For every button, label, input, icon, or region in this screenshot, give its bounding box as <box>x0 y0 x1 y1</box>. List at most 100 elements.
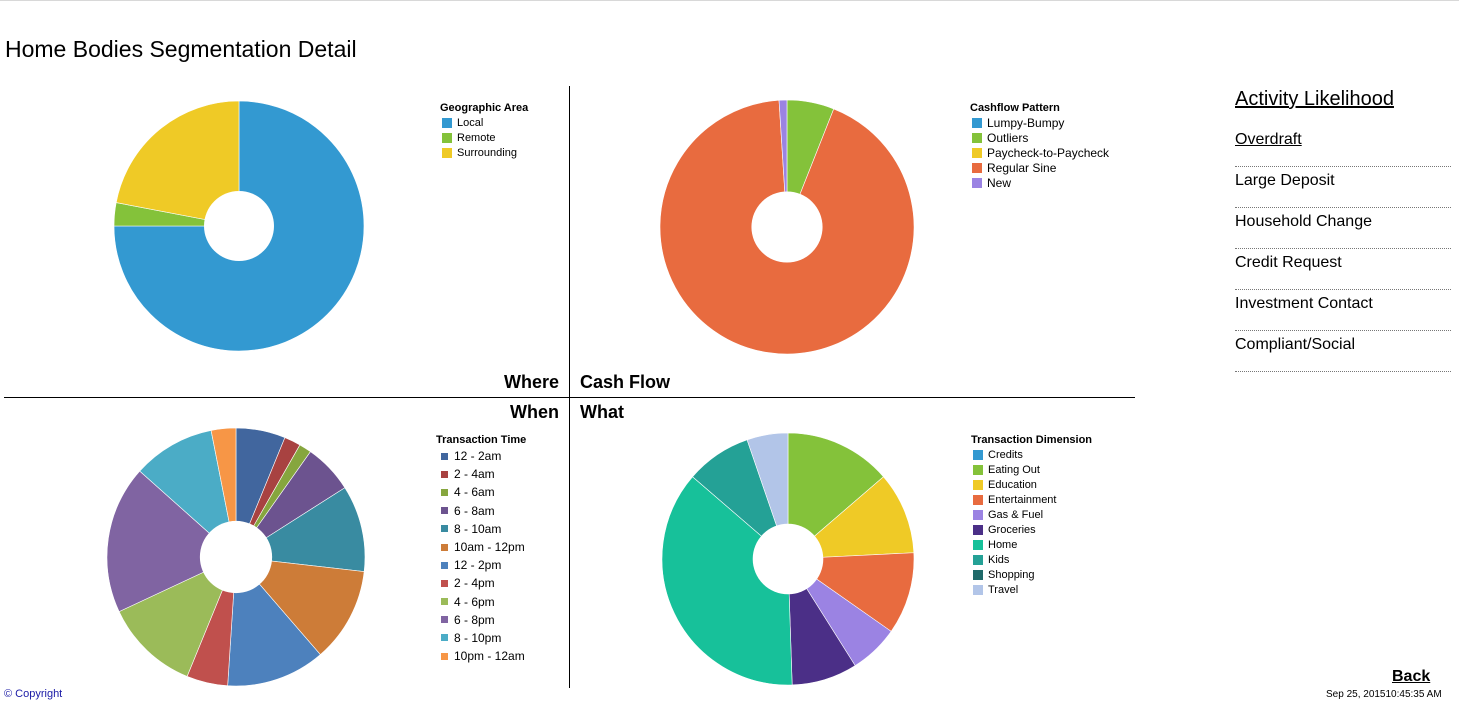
legend-label: Lumpy-Bumpy <box>987 115 1065 130</box>
legend-swatch <box>972 177 982 188</box>
legend-item: Credits <box>971 447 1092 462</box>
legend-label: 4 - 6am <box>454 485 495 500</box>
transaction-dimension-pie-chart <box>661 432 915 686</box>
legend-swatch <box>441 634 448 642</box>
legend-label: Gas & Fuel <box>988 508 1044 521</box>
legend-label: Regular Sine <box>987 160 1057 175</box>
legend-swatch <box>441 470 448 478</box>
legend-item: 12 - 2am <box>436 447 526 465</box>
legend-label: 10pm - 12am <box>454 649 525 664</box>
pie-slice-8-10pm <box>139 430 237 558</box>
legend-swatch <box>441 525 448 533</box>
legend-item: Shopping <box>971 567 1092 582</box>
legend-swatch <box>973 509 983 520</box>
legend-item: New <box>970 175 1109 190</box>
cashflow-pattern-legend: Cashflow Pattern Lumpy-Bumpy Outliers Payc… <box>970 102 1109 190</box>
legend-swatch <box>441 652 448 660</box>
page-title: Home Bodies Segmentation Detail <box>5 36 357 62</box>
quadrant-divider-horizontal <box>4 397 1135 398</box>
legend-label: 6 - 8am <box>454 503 495 518</box>
activity-likelihood-title[interactable]: Activity Likelihood <box>1235 88 1394 110</box>
legend-label: 2 - 4am <box>454 467 495 482</box>
quadrant-label-when: When <box>510 402 559 422</box>
legend-swatch <box>441 616 448 624</box>
legend-swatch <box>973 569 983 580</box>
legend-label: 12 - 2am <box>454 449 502 464</box>
legend-swatch <box>973 554 983 565</box>
legend-label: Surrounding <box>457 146 517 159</box>
legend-item: Remote <box>440 130 528 145</box>
pie-slice-6-8pm <box>106 470 237 613</box>
legend-item: Eating Out <box>971 462 1092 477</box>
legend-label: New <box>987 175 1012 190</box>
pie-slice-surrounding <box>115 100 240 227</box>
legend-item: 8 - 10pm <box>436 629 526 647</box>
legend-swatch <box>972 132 982 143</box>
pie-slice-local <box>113 100 365 352</box>
pie-slice-education <box>787 476 915 560</box>
sidebar-item-credit-request[interactable]: Credit Request <box>1235 250 1451 290</box>
legend-swatch <box>973 464 983 475</box>
legend-label: 8 - 10pm <box>454 630 502 645</box>
sidebar-item-investment-contact[interactable]: Investment Contact <box>1235 291 1451 331</box>
donut-hole <box>204 191 274 261</box>
legend-swatch <box>441 488 448 496</box>
legend-item: 6 - 8pm <box>436 611 526 629</box>
legend-item: Groceries <box>971 522 1092 537</box>
quadrant-label-cash-flow: Cash Flow <box>580 372 671 392</box>
legend-item: 6 - 8am <box>436 502 526 520</box>
pie-slice-eating-out <box>787 432 884 560</box>
legend-item: Lumpy-Bumpy <box>970 115 1109 130</box>
legend-swatch <box>441 598 448 606</box>
legend-label: Remote <box>457 131 496 144</box>
sidebar-item-compliant-social[interactable]: Compliant/Social <box>1235 332 1451 372</box>
legend-swatch <box>973 479 983 490</box>
sidebar-item-household-change[interactable]: Household Change <box>1235 209 1451 249</box>
legend-swatch <box>442 132 452 143</box>
legend-swatch <box>442 147 452 158</box>
legend-label: Local <box>457 116 484 129</box>
legend-label: Travel <box>988 583 1019 596</box>
legend-item: Home <box>971 537 1092 552</box>
legend-title: Cashflow Pattern <box>970 102 1060 114</box>
legend-swatch <box>972 117 982 128</box>
legend-item: Kids <box>971 552 1092 567</box>
legend-swatch <box>972 147 982 158</box>
copyright-link[interactable]: © Copyright <box>4 688 63 700</box>
legend-label: Outliers <box>987 130 1029 145</box>
legend-label: 4 - 6pm <box>454 594 495 609</box>
legend-title: Transaction Time <box>436 434 527 446</box>
transaction-time-legend: Transaction Time 12 - 2am 2 - 4am 4 - 6am 6… <box>436 434 526 665</box>
geographic-area-legend: Geographic Area Local Remote Surrounding <box>440 102 528 160</box>
sidebar-item-overdraft[interactable]: Overdraft <box>1235 127 1451 167</box>
legend-item: Paycheck-to-Paycheck <box>970 145 1109 160</box>
legend-label: Groceries <box>988 523 1036 536</box>
legend-item: Local <box>440 115 528 130</box>
legend-label: 12 - 2pm <box>454 558 502 573</box>
legend-label: 8 - 10am <box>454 521 502 536</box>
back-link[interactable]: Back <box>1392 668 1431 685</box>
legend-item: Education <box>971 477 1092 492</box>
legend-item: 2 - 4am <box>436 465 526 483</box>
quadrant-label-where: Where <box>503 372 559 392</box>
legend-title: Transaction Dimension <box>971 434 1093 446</box>
top-border <box>0 0 1459 1</box>
legend-item: Entertainment <box>971 492 1092 507</box>
activity-likelihood-sidebar: Activity Likelihood Overdraft Large Depo… <box>1235 86 1451 372</box>
cashflow-pattern-pie-chart <box>659 99 915 355</box>
legend-item: Travel <box>971 582 1092 597</box>
quadrant-divider-vertical <box>569 86 570 688</box>
legend-swatch <box>973 449 983 460</box>
legend-label: Eating Out <box>988 463 1040 476</box>
legend-item: Regular Sine <box>970 160 1109 175</box>
legend-item: 2 - 4pm <box>436 574 526 592</box>
legend-swatch <box>973 584 983 595</box>
legend-swatch <box>973 494 983 505</box>
pie-slice-10am-12pm <box>235 556 365 656</box>
transaction-time-pie-chart <box>106 427 366 687</box>
legend-label: 6 - 8pm <box>454 612 495 627</box>
legend-label: Entertainment <box>988 493 1057 506</box>
legend-item: 12 - 2pm <box>436 556 526 574</box>
legend-label: 10am - 12pm <box>454 540 525 555</box>
sidebar-item-large-deposit[interactable]: Large Deposit <box>1235 168 1451 208</box>
